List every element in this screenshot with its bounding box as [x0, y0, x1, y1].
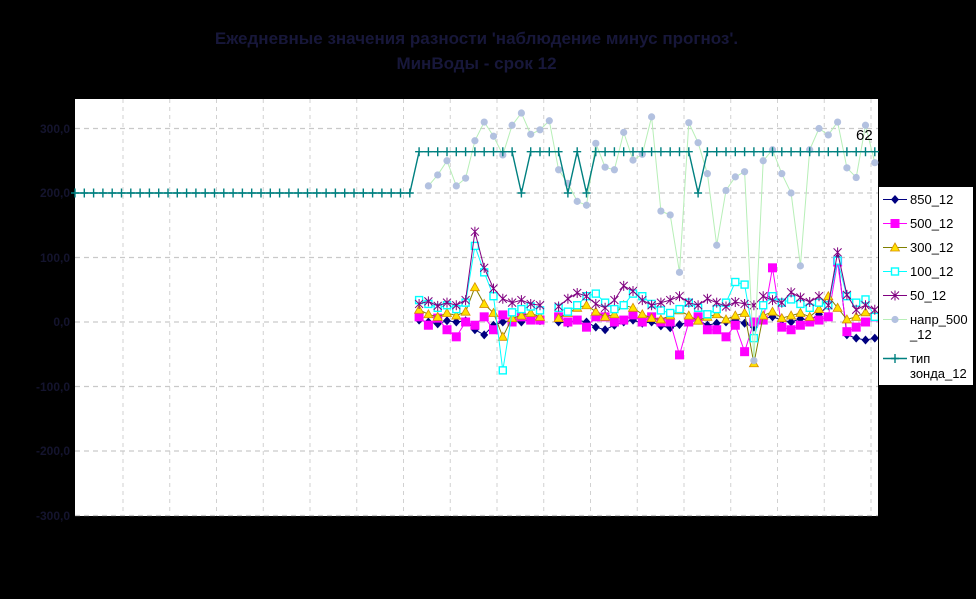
y-axis-tick-label: 300,0 [39, 121, 70, 136]
legend-marker-diamond-icon [883, 193, 907, 206]
y-axis-tick-label: 0,0 [53, 315, 70, 329]
legend-marker-square-icon [883, 217, 907, 230]
last-value-annotation: 62 [856, 128, 873, 144]
legend-item-напр_500_12[interactable]: напр_500 _12 [883, 312, 970, 342]
legend-item-50_12[interactable]: 50_12 [883, 288, 970, 303]
series-50_12 [414, 226, 880, 315]
gridlines [75, 99, 878, 517]
legend-label: тип зонда_12 [910, 351, 967, 381]
y-axis-tick-label: -200,0 [35, 444, 70, 458]
plot-area: 62 [71, 99, 880, 517]
legend-item-тип-зонда_12[interactable]: тип зонда_12 [883, 351, 970, 381]
legend-label: 100_12 [910, 264, 954, 279]
legend-item-100_12[interactable]: 100_12 [883, 264, 970, 279]
legend-marker-triangle-icon [883, 241, 907, 254]
legend-label: напр_500 _12 [910, 312, 968, 342]
legend-marker-circle-icon [883, 313, 907, 326]
y-axis-tick-label: 200,0 [39, 186, 70, 200]
series-тип-зонда_12 [71, 147, 879, 198]
chart-title: Ежедневные значения разности 'наблюдение… [75, 26, 878, 76]
legend-marker-open-square-icon [883, 265, 907, 278]
legend: 850_12 500_12 300_12 100_12 50_12 напр_500 _1… [878, 186, 974, 386]
series-100_12 [414, 241, 879, 375]
legend-label: 50_12 [910, 288, 947, 303]
legend-item-300_12[interactable]: 300_12 [883, 240, 970, 255]
legend-marker-plus-icon [883, 352, 907, 365]
chart-title-line2: МинВоды - срок 12 [396, 54, 557, 73]
y-axis-tick-label: -300,0 [35, 508, 70, 523]
legend-label: 850_12 [910, 192, 954, 207]
y-axis-tick-label: 100,0 [39, 250, 70, 265]
chart-title-line1: Ежедневные значения разности 'наблюдение… [214, 29, 739, 48]
legend-marker-star-icon [883, 289, 907, 302]
y-axis-tick-label: -100,0 [35, 379, 70, 394]
legend-item-500_12[interactable]: 500_12 [883, 216, 970, 231]
plot-svg [71, 99, 880, 517]
legend-label: 300_12 [910, 240, 954, 255]
legend-item-850_12[interactable]: 850_12 [883, 192, 970, 207]
legend-label: 500_12 [910, 216, 954, 231]
